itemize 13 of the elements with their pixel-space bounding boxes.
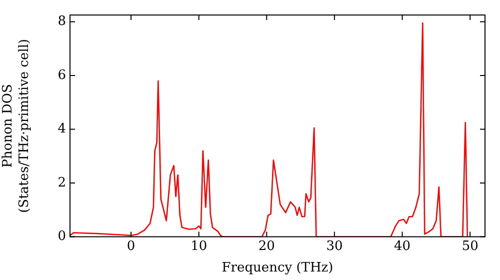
x-tick-label: 40 xyxy=(394,238,411,254)
y-tick-label: 2 xyxy=(58,175,66,190)
x-axis-title: Frequency (THz) xyxy=(222,260,334,276)
y-axis-title: Phonon DOS (States/THz·primitive cell) xyxy=(0,38,32,213)
x-tick-label: 0 xyxy=(126,238,136,254)
y-tick-label: 0 xyxy=(58,229,66,244)
x-tick-label: 10 xyxy=(190,238,208,254)
x-tick-label: 30 xyxy=(326,238,343,254)
x-tick-label: 20 xyxy=(258,238,275,254)
y-tick-label: 6 xyxy=(58,68,66,83)
x-tick-label: 50 xyxy=(462,238,478,254)
y-tick-label: 4 xyxy=(58,122,66,137)
y-tick-label: 8 xyxy=(58,14,66,30)
